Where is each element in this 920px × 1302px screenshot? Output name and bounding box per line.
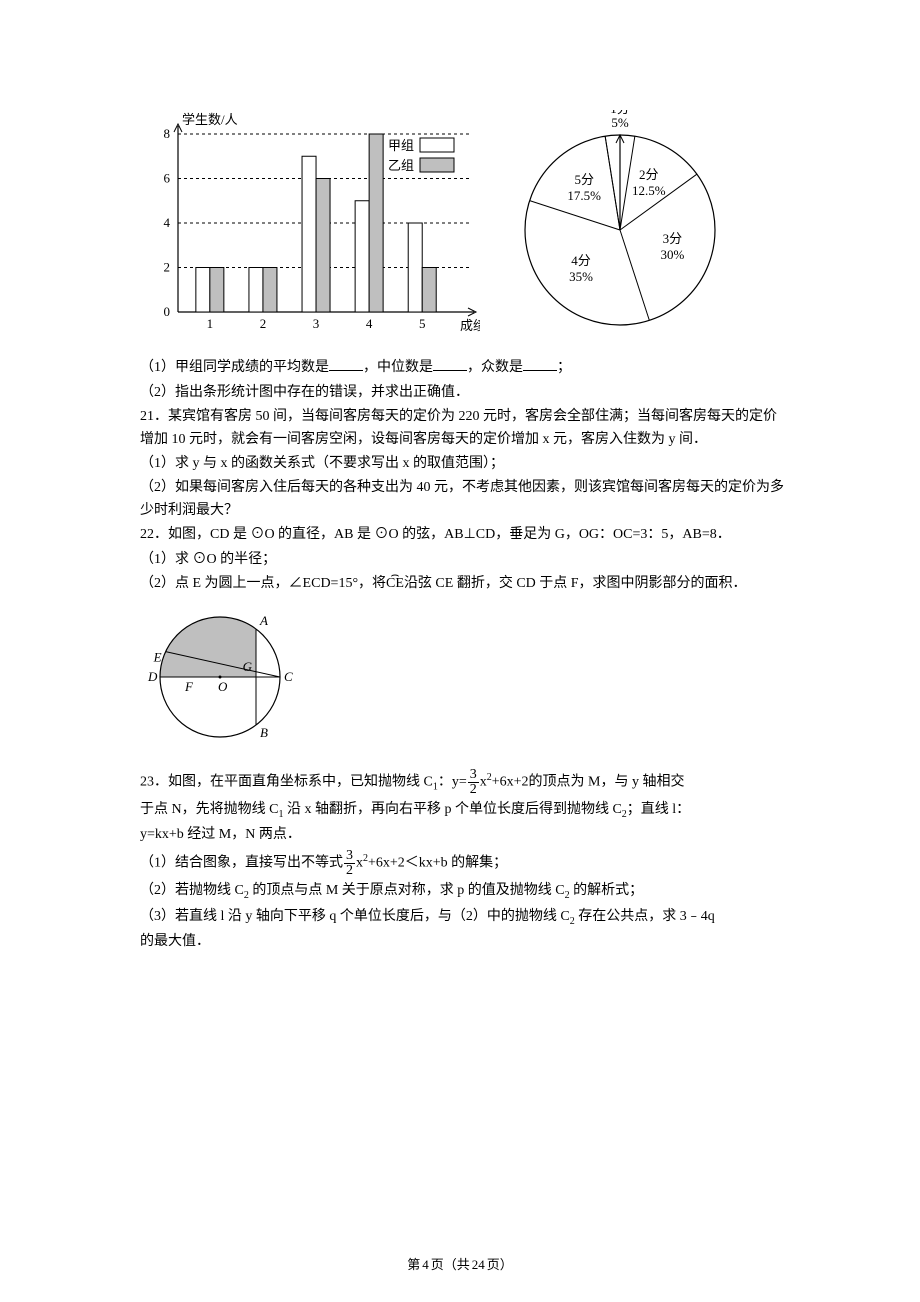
q23-num: 23．: [140, 774, 168, 789]
q22-p1: 如图，CD 是 ⊙O 的直径，AB 是 ⊙O 的弦，AB⊥CD，垂足为 G，OG…: [168, 527, 731, 542]
blank-mode: [523, 356, 557, 371]
q23-s1c: +6x+2＜kx+b 的解集；: [368, 856, 507, 871]
q23-s3b: 存在公共点，求 3﹣4q: [575, 909, 715, 924]
footer-mid: 页（共: [431, 1257, 470, 1272]
svg-text:E: E: [153, 650, 162, 665]
q23-p1c: x: [480, 774, 487, 789]
q22-num: 22．: [140, 527, 168, 542]
footer-page: 4: [422, 1257, 429, 1272]
q23-sub2: （2）若抛物线 C2 的顶点与点 M 关于原点对称，求 p 的值及抛物线 C2 …: [140, 880, 790, 904]
frac-d2: 2: [344, 864, 355, 878]
q23-p2c: ；直线 l：: [627, 802, 690, 817]
charts-row: 24680学生数/人成绩/分12345甲组乙组 1分5%2分12.5%3分30%…: [140, 110, 790, 348]
svg-text:5%: 5%: [611, 115, 629, 130]
q22-s2-a: （2）点 E 为圆上一点，∠ECD=15°，将: [140, 576, 386, 591]
q20-s1-mid2: ，众数是: [467, 360, 523, 375]
q21-sub1: （1）求 y 与 x 的函数关系式（不要求写出 x 的取值范围）；: [140, 453, 790, 475]
svg-text:17.5%: 17.5%: [567, 188, 601, 203]
svg-text:2: 2: [164, 260, 171, 275]
blank-mean: [329, 356, 363, 371]
q23-stem-l1: 23．如图，在平面直角坐标系中，已知抛物线 C1：y=32x2+6x+2的顶点为…: [140, 768, 790, 797]
q23-s2c: 的解析式；: [570, 883, 644, 898]
q23-sub3: （3）若直线 l 沿 y 轴向下平移 q 个单位长度后，与（2）中的抛物线 C2…: [140, 906, 790, 930]
svg-text:甲组: 甲组: [388, 138, 414, 153]
q22-diagram: A B C DE F GO: [140, 597, 790, 765]
q20-sub1: （1）甲组同学成绩的平均数是 ，中位数是 ，众数是 ；: [140, 356, 790, 379]
q23-s1b: x: [356, 856, 363, 871]
svg-text:C: C: [284, 669, 293, 684]
svg-text:3分: 3分: [663, 231, 683, 246]
frac-n: 3: [468, 768, 479, 783]
q21-num: 21．: [140, 409, 168, 424]
svg-text:乙组: 乙组: [388, 158, 414, 173]
pie-chart: 1分5%2分12.5%3分30%4分35%5分17.5%: [500, 110, 740, 348]
svg-text:G: G: [243, 659, 253, 674]
q21-sub2: （2）如果每间客房入住后每天的各种支出为 40 元，不考虑其他因素，则该宾馆每间…: [140, 477, 790, 522]
svg-text:5: 5: [419, 316, 426, 331]
q20-sub2: （2）指出条形统计图中存在的错误，并求出正确值．: [140, 382, 790, 404]
svg-text:2分: 2分: [639, 167, 659, 182]
q22-s2-b: 沿弦 CE 翻折，交 CD 于点 F，求图中阴影部分的面积．: [404, 576, 747, 591]
footer-pre: 第: [407, 1257, 420, 1272]
svg-text:1: 1: [207, 316, 214, 331]
q23-s3a: （3）若直线 l 沿 y 轴向下平移 q 个单位长度后，与（2）中的抛物线 C: [140, 909, 570, 924]
frac-3-2-a: 32: [468, 768, 479, 797]
svg-text:学生数/人: 学生数/人: [182, 112, 238, 127]
svg-text:30%: 30%: [660, 247, 684, 262]
frac-n2: 3: [344, 849, 355, 864]
q22-stem: 22．如图，CD 是 ⊙O 的直径，AB 是 ⊙O 的弦，AB⊥CD，垂足为 G…: [140, 524, 790, 546]
svg-text:成绩/分: 成绩/分: [460, 318, 480, 333]
svg-text:6: 6: [164, 171, 171, 186]
bar-chart: 2 4 6 8 0 学生数/人成绩/分 1 2 3 4 5 甲组乙组: [140, 110, 480, 348]
q23-p1d: +6x+2的顶点为 M，与 y 轴相交: [492, 774, 685, 789]
svg-text:3: 3: [313, 316, 320, 331]
frac-3-2-b: 32: [344, 849, 355, 878]
q23-p1a: 如图，在平面直角坐标系中，已知抛物线 C: [168, 774, 433, 789]
footer-total: 24: [472, 1257, 485, 1272]
q23-sub1: （1）结合图象，直接写出不等式32x2 +6x+2＜kx+b 的解集；: [140, 849, 790, 878]
q21-p1: 某宾馆有客房 50 间，当每间客房每天的定价为 220 元时，客房会全部住满；当…: [140, 409, 777, 446]
page-footer: 第4页（共24页）: [0, 1255, 920, 1276]
q20-s1-pre: （1）甲组同学成绩的平均数是: [140, 360, 329, 375]
q23-s1a: （1）结合图象，直接写出不等式: [140, 856, 343, 871]
svg-text:0: 0: [164, 304, 171, 319]
svg-text:D: D: [147, 669, 158, 684]
blank-median: [433, 356, 467, 371]
footer-end: 页）: [487, 1257, 513, 1272]
svg-text:2: 2: [260, 316, 267, 331]
q23-p1b: ：y=: [438, 774, 467, 789]
q22-sub2: （2）点 E 为圆上一点，∠ECD=15°，将⌢CE沿弦 CE 翻折，交 CD …: [140, 573, 790, 595]
frac-d: 2: [468, 783, 479, 797]
q23-s2a: （2）若抛物线 C: [140, 883, 244, 898]
q23-s2b: 的顶点与点 M 关于原点对称，求 p 的值及抛物线 C: [249, 883, 565, 898]
svg-text:O: O: [218, 679, 228, 694]
q23-stem-l3: y=kx+b 经过 M，N 两点．: [140, 824, 790, 846]
q20-s1-mid1: ，中位数是: [363, 360, 433, 375]
svg-text:4: 4: [366, 316, 373, 331]
q23-stem-l2: 于点 N，先将抛物线 C1 沿 x 轴翻折，再向右平移 p 个单位长度后得到抛物…: [140, 799, 790, 823]
svg-text:8: 8: [164, 126, 171, 141]
q20-s1-end: ；: [557, 360, 571, 375]
svg-text:A: A: [259, 613, 268, 628]
svg-text:4: 4: [164, 215, 171, 230]
q23-p2b: 沿 x 轴翻折，再向右平移 p 个单位长度后得到抛物线 C: [283, 802, 621, 817]
svg-text:F: F: [184, 679, 194, 694]
svg-text:12.5%: 12.5%: [632, 183, 666, 198]
svg-text:B: B: [260, 725, 268, 740]
svg-text:4分: 4分: [571, 253, 591, 268]
q23-p2a: 于点 N，先将抛物线 C: [140, 802, 278, 817]
svg-text:5分: 5分: [574, 172, 594, 187]
svg-text:35%: 35%: [569, 269, 593, 284]
q23-sub3-cont: 的最大值．: [140, 931, 790, 953]
q21-stem: 21．某宾馆有客房 50 间，当每间客房每天的定价为 220 元时，客房会全部住…: [140, 406, 790, 451]
q22-sub1: （1）求 ⊙O 的半径；: [140, 549, 790, 571]
arc-ce: ⌢CE: [386, 573, 404, 595]
